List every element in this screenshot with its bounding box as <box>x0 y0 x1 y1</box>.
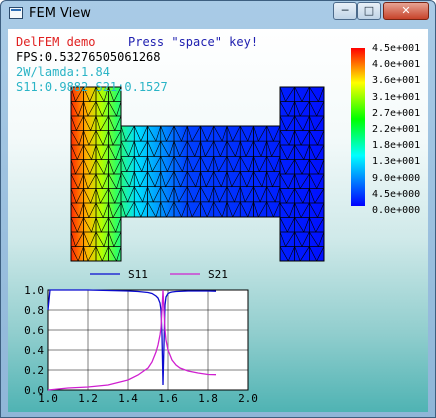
fem-canvas[interactable]: S11 S21 1.0 1.2 1.4 1.6 1.8 2.0 0.0 0.2 0.4 0.6 0… <box>8 29 428 412</box>
colorbar-label: 4.5e+000 <box>372 188 421 200</box>
colorbar-label: 1.3e+001 <box>372 156 421 168</box>
y-tick-label: 0.6 <box>24 324 44 337</box>
plot-area <box>47 289 249 391</box>
x-tick-label: 1.8 <box>198 392 218 405</box>
legend-s11-label: S11 <box>128 268 148 281</box>
x-tick-label: 1.0 <box>38 392 58 405</box>
colorbar-label: 9.0e+000 <box>372 172 421 184</box>
colorbar-label: 2.7e+001 <box>372 107 421 119</box>
y-tick-label: 0.4 <box>24 344 44 357</box>
s-param-chart: S11 S21 1.0 1.2 1.4 1.6 1.8 2.0 0.0 0.2 0.4 0.6 0… <box>24 268 258 405</box>
legend-s21-label: S21 <box>208 268 228 281</box>
x-tick-label: 2.0 <box>238 392 258 405</box>
series-line-s11 <box>47 289 217 386</box>
x-tick-label: 1.4 <box>118 392 138 405</box>
colorbar-label: 2.2e+001 <box>372 124 421 135</box>
fem-scene: S11 S21 1.0 1.2 1.4 1.6 1.8 2.0 0.0 0.2 0.4 0.6 0… <box>24 48 365 405</box>
colorbar-label: 4.0e+001 <box>372 59 421 71</box>
colorbar-label: 3.6e+001 <box>372 75 421 87</box>
space-key-hint: Press "space" key! <box>128 35 259 49</box>
y-tick-label: 0.2 <box>24 364 44 377</box>
fem-mesh <box>70 86 325 262</box>
y-tick-label: 0.8 <box>24 304 44 317</box>
x-tick-label: 1.2 <box>78 392 98 405</box>
demo-label: DelFEM demo <box>16 35 96 49</box>
colorbar-label: 3.1e+001 <box>372 91 421 103</box>
minimize-button[interactable]: ─ <box>333 2 357 20</box>
maximize-button[interactable]: □ <box>357 2 381 20</box>
series-line-s21 <box>47 289 217 391</box>
mesh-element <box>308 246 324 261</box>
window-title: FEM View <box>29 6 91 21</box>
colorbar-label: 1.8e+001 <box>372 140 421 152</box>
wavelength-ratio: 2W/lamda:1.84 <box>16 65 110 79</box>
s-parameter-readout: S11:0.9882 S21:0.1527 <box>16 80 168 94</box>
colorbar-label: 0.0e+000 <box>372 205 421 216</box>
title-bar[interactable]: FEM View ─ □ ✕ <box>1 1 435 27</box>
close-button[interactable]: ✕ <box>383 2 429 20</box>
colorbar-label: 4.5e+001 <box>372 43 421 54</box>
app-window-icon <box>9 7 23 19</box>
fps-readout: FPS:0.53276505061268 <box>16 50 161 64</box>
y-tick-label: 1.0 <box>24 284 44 297</box>
x-tick-label: 1.6 <box>158 392 178 405</box>
colorbar <box>351 48 365 206</box>
y-tick-label: 0.0 <box>24 384 44 397</box>
